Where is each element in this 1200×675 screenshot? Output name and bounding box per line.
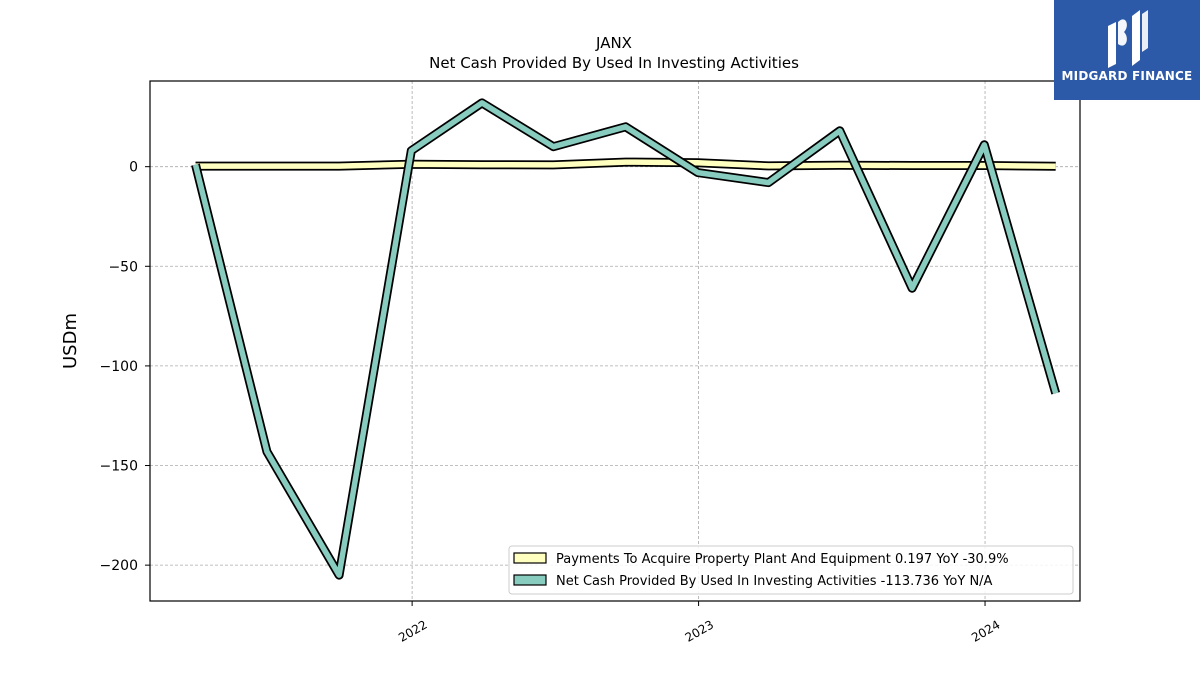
brand-logo: MIDGARD FINANCE [1054, 0, 1200, 100]
brand-name: MIDGARD FINANCE [1061, 69, 1193, 83]
legend-label-ppe: Payments To Acquire Property Plant And E… [556, 552, 1009, 567]
chart-subtitle: Net Cash Provided By Used In Investing A… [429, 54, 799, 72]
y-tick-label: −150 [100, 459, 138, 475]
y-tick-label: −200 [100, 558, 138, 574]
series-1 [191, 98, 1061, 580]
legend-swatch-investing [513, 574, 547, 586]
series-line [192, 100, 1059, 578]
x-tick-label: 2024 [969, 617, 1002, 644]
legend-label-investing: Net Cash Provided By Used In Investing A… [556, 574, 993, 589]
series-0 [195, 157, 1056, 171]
y-tick-label: −100 [100, 359, 138, 375]
legend: Payments To Acquire Property Plant And E… [508, 545, 1074, 595]
y-tick-label: −50 [108, 259, 138, 275]
x-tick-label: 2023 [683, 617, 716, 644]
plot-frame [149, 80, 1081, 602]
legend-frame [508, 545, 1074, 595]
midgard-logo-icon [1108, 10, 1148, 68]
series-layer [191, 98, 1061, 580]
legend-swatch-ppe [513, 552, 547, 564]
y-tick-label: 0 [129, 160, 138, 176]
series-line-outline [191, 98, 1061, 580]
x-tick-label: 2022 [396, 617, 429, 644]
y-axis-label: USDm [60, 313, 81, 369]
chart-title: JANX [595, 34, 632, 52]
